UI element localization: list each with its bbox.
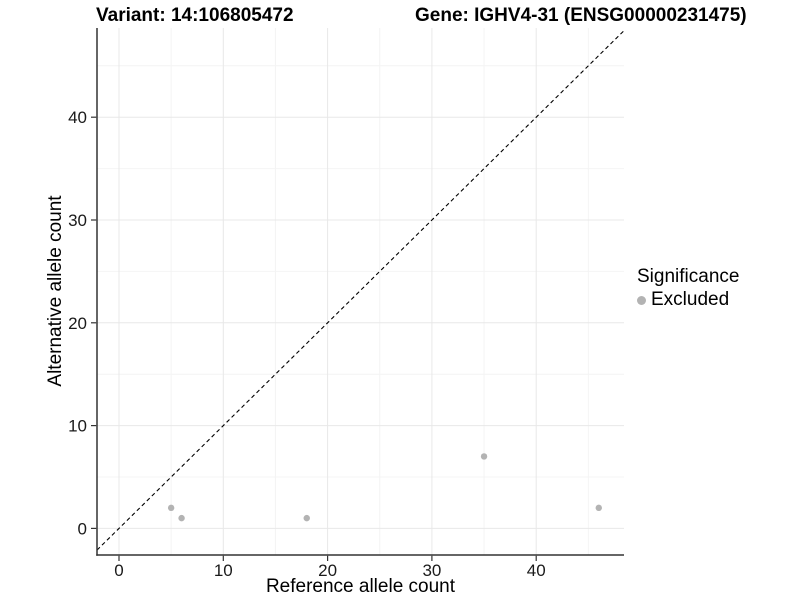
legend: Significance Excluded <box>637 266 739 311</box>
legend-entry-label: Excluded <box>651 289 730 310</box>
y-tick-label: 20 <box>68 314 87 333</box>
x-tick-label: 30 <box>422 561 441 580</box>
y-tick-label: 40 <box>68 108 87 127</box>
legend-entry: Excluded <box>637 289 739 311</box>
x-tick-label: 10 <box>214 561 233 580</box>
x-tick-label: 0 <box>114 561 123 580</box>
x-tick-label: 40 <box>527 561 546 580</box>
y-tick-label: 0 <box>78 519 87 538</box>
y-tick-label: 10 <box>68 417 87 436</box>
data-point <box>178 514 185 522</box>
data-point <box>480 453 488 460</box>
legend-entries: Excluded <box>637 289 739 311</box>
plot-title-gene: Gene: IGHV4-31 (ENSG00000231475) <box>415 5 747 26</box>
data-point <box>167 504 175 512</box>
x-axis-label: Reference allele count <box>265 576 456 597</box>
legend-key-dot-icon <box>637 295 646 305</box>
y-tick-label: 30 <box>68 211 87 230</box>
x-tick-label: 20 <box>318 561 337 580</box>
data-point <box>303 514 310 522</box>
data-point <box>595 504 602 512</box>
plot-title-variant: Variant: 14:106805472 <box>96 5 294 26</box>
legend-title: Significance <box>637 266 740 287</box>
identity-dashed-line <box>96 30 625 551</box>
